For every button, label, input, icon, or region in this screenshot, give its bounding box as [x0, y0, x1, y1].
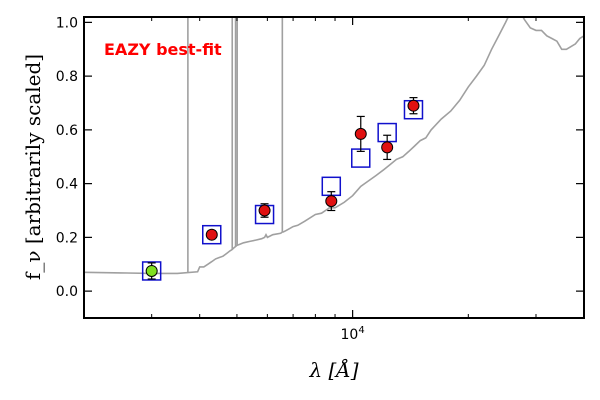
model-flux-box [141, 261, 162, 281]
model-flux-box [202, 224, 222, 245]
y-tick-label: 0.2 [56, 230, 78, 246]
observed-point [258, 204, 271, 217]
observed-point [145, 264, 158, 277]
x-axis-label: λ [Å] [308, 357, 358, 382]
y-axis-label: f_ν [arbitrarily scaled] [21, 54, 45, 280]
y-tick-label: 0.8 [56, 69, 78, 85]
observed-point [407, 99, 420, 112]
y-tick-label: 0.4 [56, 177, 78, 193]
model-spectrum [84, 17, 584, 275]
x-tick-label: 104 [341, 325, 365, 343]
y-tick-label: 0.0 [56, 284, 78, 300]
observed-points [145, 97, 420, 280]
model-line [84, 17, 584, 275]
observed-point [325, 195, 338, 208]
y-tick-label: 0.6 [56, 123, 78, 139]
observed-point [354, 127, 367, 140]
observed-point [381, 141, 394, 154]
y-tick-label: 1.0 [56, 15, 78, 31]
chart-annotation: EAZY best-fit [104, 40, 222, 59]
axis-ticks: 0.0 0.2 0.4 0.6 0.8 1.0 104 [56, 15, 584, 343]
plot-frame [83, 16, 585, 319]
emission-lines [187, 17, 284, 273]
observed-point [205, 228, 218, 241]
